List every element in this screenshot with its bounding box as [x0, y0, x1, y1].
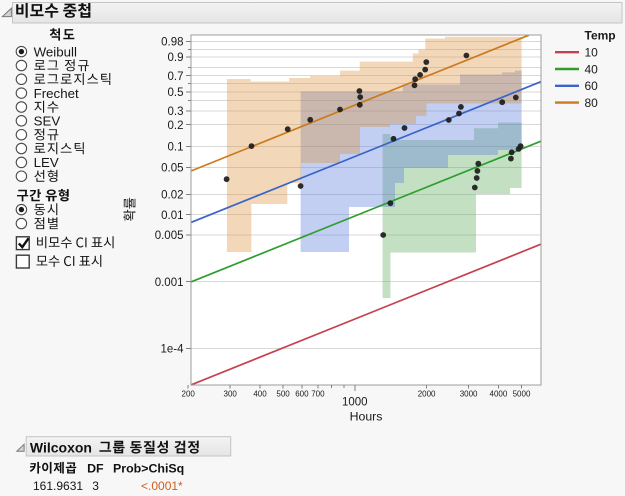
- svg-text:5000: 5000: [513, 390, 531, 399]
- svg-text:Weibull: Weibull: [34, 44, 77, 59]
- svg-text:0.3: 0.3: [168, 106, 184, 118]
- svg-text:3000: 3000: [460, 390, 478, 399]
- svg-text:DF: DF: [87, 462, 104, 476]
- svg-text:161.9631: 161.9631: [33, 479, 83, 493]
- svg-text:200: 200: [182, 390, 196, 399]
- svg-text:LEV: LEV: [34, 155, 59, 170]
- svg-text:Frechet: Frechet: [34, 86, 79, 101]
- svg-text:Temp: Temp: [585, 29, 616, 43]
- svg-text:0.9: 0.9: [168, 52, 184, 64]
- svg-text:2000: 2000: [418, 390, 436, 399]
- svg-text:400: 400: [253, 390, 267, 399]
- svg-text:40: 40: [585, 62, 599, 76]
- svg-text:SEV: SEV: [34, 114, 61, 129]
- svg-text:<.0001*: <.0001*: [141, 479, 183, 493]
- svg-text:0.01: 0.01: [161, 210, 183, 222]
- svg-text:0.7: 0.7: [168, 71, 184, 83]
- svg-text:60: 60: [585, 79, 599, 93]
- svg-text:600: 600: [295, 390, 309, 399]
- svg-text:1e-4: 1e-4: [160, 344, 184, 356]
- svg-text:500: 500: [276, 390, 290, 399]
- svg-text:300: 300: [224, 390, 238, 399]
- svg-text:0.05: 0.05: [161, 163, 183, 175]
- svg-text:Prob>ChiSq: Prob>ChiSq: [113, 462, 184, 476]
- svg-text:0.001: 0.001: [155, 277, 184, 289]
- svg-text:0.2: 0.2: [168, 120, 184, 132]
- svg-text:Hours: Hours: [350, 410, 383, 424]
- svg-text:80: 80: [585, 96, 599, 110]
- svg-text:Wilcoxon: Wilcoxon: [30, 439, 92, 455]
- svg-text:3: 3: [92, 479, 99, 493]
- svg-text:10: 10: [585, 46, 599, 60]
- svg-text:700: 700: [311, 390, 325, 399]
- svg-text:0.5: 0.5: [168, 87, 184, 99]
- svg-text:4000: 4000: [490, 390, 508, 399]
- svg-text:0.02: 0.02: [161, 190, 183, 202]
- svg-text:0.005: 0.005: [155, 230, 184, 242]
- svg-text:1000: 1000: [342, 396, 368, 408]
- svg-text:0.98: 0.98: [161, 37, 183, 49]
- svg-text:0.1: 0.1: [168, 142, 184, 154]
